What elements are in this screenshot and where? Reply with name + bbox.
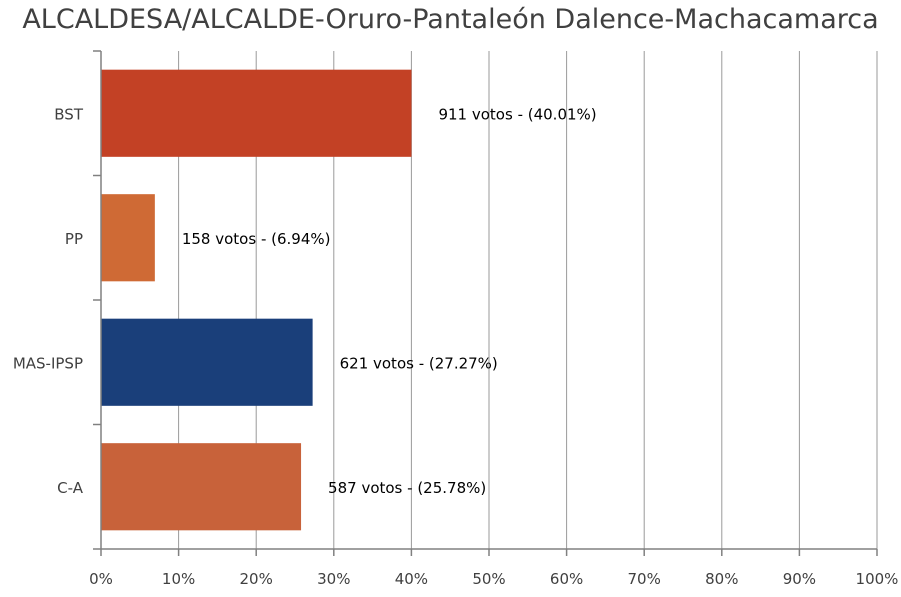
axis-layer: 0% 10% 20% 30% 40% 50% 60% 70% 80% 90% 100% xyxy=(89,50,899,588)
category-label-pp: PP xyxy=(65,230,83,248)
label-layer: 911 votos - (40.01%) BST 158 votos - (6.94… xyxy=(13,105,597,497)
x-tick-label-70: 70% xyxy=(628,570,661,588)
category-label-c-a: C-A xyxy=(57,479,84,497)
x-tick-label-30: 30% xyxy=(317,570,350,588)
category-label-bst: BST xyxy=(54,105,84,123)
x-tick-label-80: 80% xyxy=(705,570,738,588)
x-tick-label-40: 40% xyxy=(395,570,428,588)
data-label-mas-ipsp: 621 votos - (27.27%) xyxy=(340,354,498,372)
category-label-mas-ipsp: MAS-IPSP xyxy=(13,354,83,372)
data-label-pp: 158 votos - (6.94%) xyxy=(182,230,331,248)
x-tick-label-90: 90% xyxy=(783,570,816,588)
x-tick-label-50: 50% xyxy=(472,570,505,588)
data-label-c-a: 587 votos - (25.78%) xyxy=(328,479,486,497)
bar-layer xyxy=(101,69,412,531)
x-tick-label-100: 100% xyxy=(856,570,899,588)
chart-title: ALCALDESA/ALCALDE-Oruro-Pantaleón Dalenc… xyxy=(22,4,879,35)
x-tick-label-20: 20% xyxy=(240,570,273,588)
bar-c-a xyxy=(101,443,302,531)
bar-bst xyxy=(101,69,412,157)
x-tick-label-60: 60% xyxy=(550,570,583,588)
bar-pp xyxy=(101,194,155,282)
data-label-bst: 911 votos - (40.01%) xyxy=(438,105,596,123)
bar-mas-ipsp xyxy=(101,318,313,406)
x-tick-label-10: 10% xyxy=(162,570,195,588)
x-tick-label-0: 0% xyxy=(89,570,113,588)
